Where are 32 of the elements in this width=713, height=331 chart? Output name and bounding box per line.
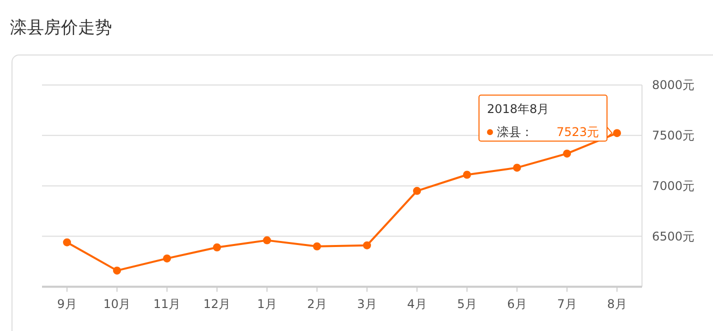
point (363, 241, 371, 250)
annotation: 2018年8月 (487, 102, 550, 116)
x-tick-label: 8月 (607, 297, 627, 311)
x-tick-label: 2月 (307, 297, 327, 311)
x-tick-label: 12月 (203, 297, 231, 311)
point (263, 236, 271, 244)
x-tick-label: 6月 (507, 297, 527, 311)
point (463, 170, 471, 179)
x-tick-label: 10月 (103, 297, 131, 311)
point (563, 150, 571, 158)
data-label: 7523元 (556, 125, 599, 140)
x-tick-label: 9月 (57, 297, 77, 311)
point (513, 164, 521, 172)
chart-title: 滦县房价走势 (10, 18, 112, 38)
point (113, 266, 121, 275)
y-tick-label: 7000元 (652, 178, 695, 193)
point (163, 254, 171, 262)
y-tick-label: 7500元 (652, 128, 695, 142)
point (413, 186, 421, 195)
point (213, 243, 221, 252)
y-tick-label: 8000元 (652, 78, 695, 92)
x-tick-label: 11月 (153, 297, 181, 311)
legend-label: 滦县： (497, 125, 533, 140)
y-tick-label: 6500元 (652, 229, 695, 244)
x-tick-label: 4月 (407, 297, 427, 311)
x-tick-label: 5月 (457, 297, 477, 311)
x-tick-label: 3月 (357, 297, 377, 311)
point (63, 238, 71, 246)
x-tick-label: 1月 (257, 297, 277, 311)
point (613, 129, 621, 138)
x-tick-label: 7月 (557, 297, 577, 311)
point (313, 242, 321, 250)
